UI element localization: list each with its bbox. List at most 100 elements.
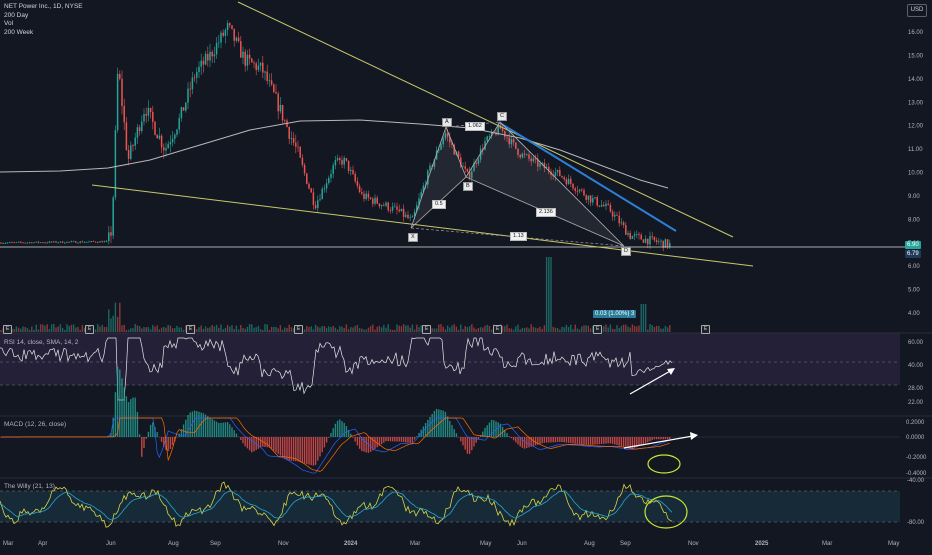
- ratio-bcd: 2.136: [536, 208, 556, 217]
- currency-button[interactable]: USD: [907, 4, 927, 17]
- volume-bar: [436, 329, 437, 332]
- volume-bar: [352, 327, 353, 332]
- macd-histogram-bar: [352, 437, 353, 438]
- event-marker[interactable]: E: [294, 325, 303, 334]
- macd-histogram-bar: [592, 437, 593, 445]
- volume-bar: [533, 327, 534, 332]
- volume-bar: [53, 324, 54, 332]
- macd-histogram-bar: [306, 437, 307, 464]
- macd-histogram-bar: [663, 437, 664, 439]
- candle-body: [233, 29, 235, 41]
- candle-body: [29, 242, 31, 243]
- volume-bar: [440, 324, 441, 332]
- macd-histogram-bar: [603, 437, 604, 444]
- candle-body: [112, 197, 114, 235]
- price-tick-label: 10.00: [908, 171, 924, 177]
- event-marker[interactable]: E: [186, 325, 195, 334]
- ratio-xab: 1.062: [465, 122, 485, 131]
- candle-body: [330, 174, 332, 178]
- candle-body: [315, 205, 317, 208]
- macd-histogram-bar: [126, 396, 127, 437]
- volume-bar: [148, 327, 149, 332]
- volume-bar: [322, 326, 323, 332]
- volume-bar: [456, 327, 457, 332]
- volume-bar: [47, 324, 48, 332]
- macd-histogram-bar: [157, 432, 158, 437]
- candle-body: [658, 241, 660, 242]
- candle-body: [398, 210, 400, 211]
- volume-bar: [106, 327, 107, 332]
- volume-bar: [139, 326, 140, 332]
- macd-histogram-bar: [280, 437, 281, 456]
- volume-bar: [80, 330, 81, 332]
- candle-body: [280, 105, 282, 111]
- candle-body: [225, 30, 227, 36]
- event-marker[interactable]: E: [593, 325, 602, 334]
- macd-histogram-bar: [542, 437, 543, 443]
- volume-bar: [467, 327, 468, 332]
- volume-bar: [478, 328, 479, 332]
- volume-bar: [60, 324, 61, 332]
- macd-histogram-bar: [649, 437, 650, 441]
- macd-histogram-bar: [337, 421, 338, 437]
- candle-body: [625, 225, 627, 235]
- volume-bar: [634, 326, 635, 332]
- macd-histogram-bar: [216, 422, 217, 437]
- candle-body: [192, 77, 194, 89]
- volume-bar: [504, 326, 505, 332]
- volume-bar: [612, 329, 613, 332]
- macd-histogram-bar: [319, 437, 320, 456]
- candle-body: [141, 121, 143, 131]
- macd-histogram-bar: [124, 387, 125, 437]
- candle-body: [365, 194, 367, 199]
- candle-body: [163, 147, 165, 150]
- macd-histogram-bar: [436, 409, 437, 437]
- event-marker[interactable]: E: [85, 325, 94, 334]
- macd-histogram-bar: [614, 437, 615, 444]
- candle-body: [654, 237, 656, 240]
- macd-histogram-bar: [218, 423, 219, 437]
- volume-bar: [469, 326, 470, 332]
- macd-histogram-bar: [203, 413, 204, 437]
- macd-histogram-bar: [579, 437, 580, 444]
- candle-body: [22, 242, 24, 243]
- candle-body: [68, 242, 70, 243]
- candle-body: [60, 241, 62, 242]
- macd-histogram-bar: [128, 402, 129, 437]
- event-marker[interactable]: E: [3, 325, 12, 334]
- macd-histogram-bar: [297, 437, 298, 462]
- candle-body: [104, 241, 106, 242]
- candle-body: [165, 148, 167, 150]
- candle-body: [409, 217, 411, 218]
- candle-body: [574, 188, 576, 191]
- event-marker[interactable]: E: [493, 325, 502, 334]
- candle-body: [566, 179, 568, 184]
- macd-histogram-bar: [370, 437, 371, 452]
- macd-histogram-bar: [168, 437, 169, 451]
- macd-histogram-bar: [311, 437, 312, 465]
- volume-bar: [399, 326, 400, 332]
- time-tick-label: Aug: [168, 541, 179, 547]
- candle-body: [244, 52, 246, 66]
- candle-body: [346, 158, 348, 161]
- volume-bar: [394, 330, 395, 332]
- macd-histogram-bar: [284, 437, 285, 459]
- time-tick-label: Sep: [210, 541, 221, 547]
- macd-histogram-bar: [513, 437, 514, 440]
- macd-histogram-bar: [539, 437, 540, 444]
- volume-bar: [515, 326, 516, 332]
- event-marker[interactable]: E: [701, 325, 710, 334]
- candle-body: [242, 52, 244, 58]
- candle-body: [86, 242, 88, 243]
- volume-bar: [410, 328, 411, 332]
- volume-bar: [280, 325, 281, 332]
- candle-body: [119, 74, 121, 79]
- macd-pane-label: MACD (12, 26, close): [4, 421, 66, 428]
- event-marker[interactable]: E: [422, 325, 431, 334]
- volume-bar: [95, 329, 96, 332]
- macd-histogram-bar: [546, 437, 547, 443]
- candle-body: [319, 199, 321, 200]
- candle-body: [299, 147, 301, 158]
